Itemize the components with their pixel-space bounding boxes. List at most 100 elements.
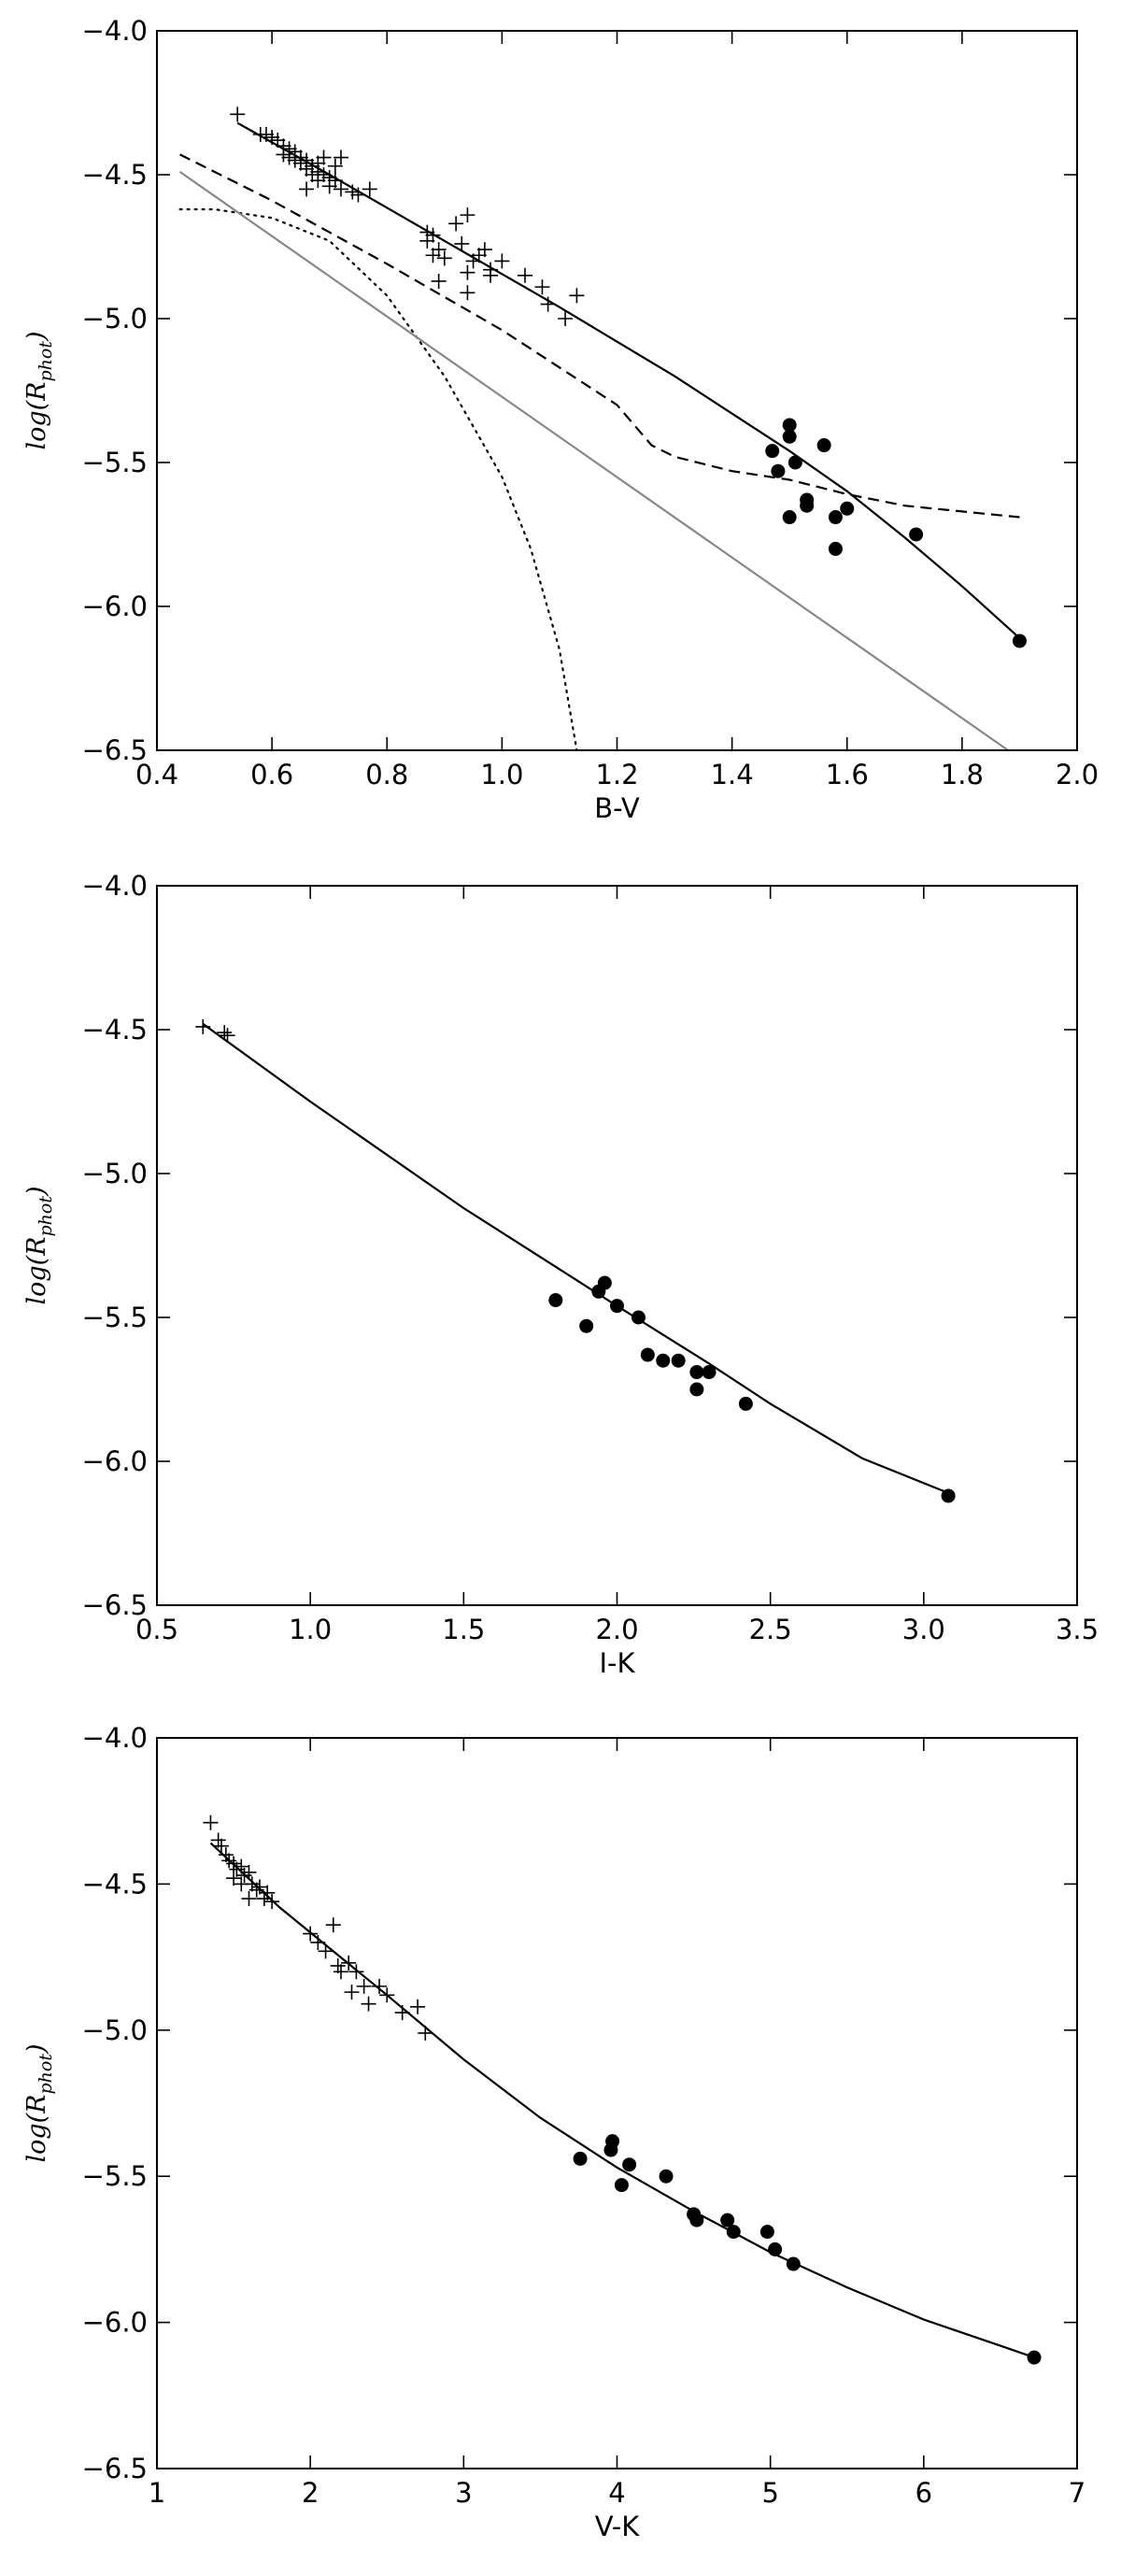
y-tick-label: −6.5: [82, 1589, 148, 1621]
y-tick-label: −4.0: [82, 15, 148, 47]
chart-panel-3: 1 2 3 4 5 6 7 −4.0 −4.5 −5.0 −5.5 −6.0 −6.5 V-K log(Rp…: [22, 1722, 1086, 2542]
x-tick-label: 1.5: [442, 1614, 485, 1645]
x-tick-label: 1.2: [595, 759, 638, 790]
y-tick-label: −4.5: [82, 1868, 148, 1900]
data-point-plus: [379, 1987, 395, 2003]
data-point-plus: [394, 2005, 410, 2021]
data-point-circle: [909, 527, 924, 542]
y-tick-label: −5.5: [82, 447, 148, 478]
data-point-plus: [234, 1858, 249, 1874]
data-point-circle: [800, 498, 815, 513]
data-point-plus: [419, 233, 435, 249]
y-tick-label: −4.5: [82, 1014, 148, 1046]
data-point-circle: [782, 510, 797, 525]
x-tick-label: 1.4: [711, 759, 754, 790]
data-point-plus: [218, 1847, 234, 1863]
data-point-plus: [483, 262, 499, 278]
data-point-plus: [333, 181, 348, 197]
data-point-plus: [321, 178, 337, 194]
data-point-circle: [768, 2242, 783, 2256]
x-axis-label: I-K: [599, 1647, 635, 1679]
x-tick-label: 7: [1069, 2477, 1086, 2509]
data-point-circle: [828, 510, 843, 525]
y-tick-label: −6.0: [82, 591, 148, 622]
data-point-plus: [226, 1856, 242, 1872]
data-point-circle: [726, 2225, 741, 2240]
data-point-plus: [436, 250, 452, 266]
data-point-circle: [689, 1382, 704, 1397]
data-point-plus: [241, 1864, 257, 1880]
data-point-plus: [431, 273, 447, 289]
data-point-plus: [345, 184, 361, 200]
data-point-plus: [476, 242, 492, 258]
data-point-circle: [828, 541, 843, 556]
x-tick-label: 2.0: [595, 1614, 638, 1645]
x-tick-label: 2: [302, 2477, 319, 2509]
data-point-circle: [782, 429, 797, 444]
data-point-circle: [782, 418, 797, 433]
data-point-circle: [614, 2178, 629, 2193]
data-point-plus: [276, 147, 291, 163]
data-point-plus: [569, 288, 585, 304]
data-point-plus: [362, 181, 377, 197]
data-point-plus: [264, 129, 280, 145]
x-tick-label: 1.0: [480, 759, 523, 790]
x-tick-label: 0.8: [365, 759, 408, 790]
data-point-plus: [299, 181, 315, 197]
fit-line-solid: [202, 1022, 949, 1494]
data-point-plus: [333, 1964, 348, 1980]
data-point-plus: [299, 152, 315, 168]
data-point-plus: [410, 1999, 426, 2014]
data-point-circle: [622, 2157, 637, 2172]
data-point-plus: [330, 1957, 346, 1973]
data-point-plus: [251, 1879, 267, 1895]
data-point-plus: [234, 1876, 249, 1892]
chart-panel-1: 0.4 0.6 0.8 1.0 1.2 1.4 1.6 1.8 2.0 −4.0 −4.5 −5.0 −…: [22, 15, 1099, 824]
data-point-plus: [534, 279, 550, 295]
data-point-plus: [210, 1832, 226, 1848]
data-point-circle: [689, 2213, 704, 2227]
data-point-plus: [460, 207, 475, 223]
data-point-circle: [610, 1299, 624, 1314]
data-point-plus: [425, 227, 441, 243]
data-point-plus: [361, 1996, 376, 2012]
data-point-plus: [217, 1025, 233, 1041]
data-point-circle: [689, 1365, 704, 1380]
y-tick-label: −5.0: [82, 303, 148, 334]
x-tick-label: 1.0: [289, 1614, 332, 1645]
data-point-circle: [605, 2134, 620, 2149]
x-tick-label: 0.5: [135, 1614, 178, 1645]
data-point-circle: [573, 2151, 588, 2166]
data-point-plus: [316, 149, 332, 165]
fit-line-solid: [209, 1842, 1035, 2359]
data-point-plus: [241, 1891, 257, 1907]
data-point-circle: [765, 444, 780, 459]
data-point-plus: [372, 1978, 388, 1994]
data-point-circle: [840, 501, 855, 516]
y-tick-label: −6.5: [82, 2453, 148, 2484]
data-point-circle: [941, 1488, 956, 1503]
data-point-plus: [448, 216, 464, 232]
data-point-plus: [348, 1964, 364, 1980]
data-point-plus: [333, 149, 348, 165]
data-point-plus: [310, 164, 326, 179]
data-point-plus: [220, 1028, 235, 1044]
data-point-plus: [226, 1871, 242, 1886]
fit-line-dashed: [179, 153, 1020, 519]
data-point-plus: [327, 173, 343, 189]
data-point-circle: [548, 1293, 563, 1308]
data-point-plus: [303, 1926, 319, 1942]
axes-frame: [156, 1737, 1078, 2469]
data-point-circle: [816, 438, 831, 453]
data-point-circle: [597, 1275, 612, 1290]
data-point-plus: [350, 187, 366, 203]
data-point-circle: [1027, 2350, 1042, 2365]
data-point-plus: [356, 1978, 372, 1994]
data-point-plus: [325, 1917, 341, 1933]
data-point-plus: [494, 253, 510, 269]
data-point-plus: [195, 1018, 211, 1034]
data-point-plus: [310, 1934, 326, 1950]
data-point-plus: [460, 285, 475, 301]
data-point-circle: [656, 1353, 671, 1368]
x-tick-label: 6: [915, 2477, 932, 2509]
